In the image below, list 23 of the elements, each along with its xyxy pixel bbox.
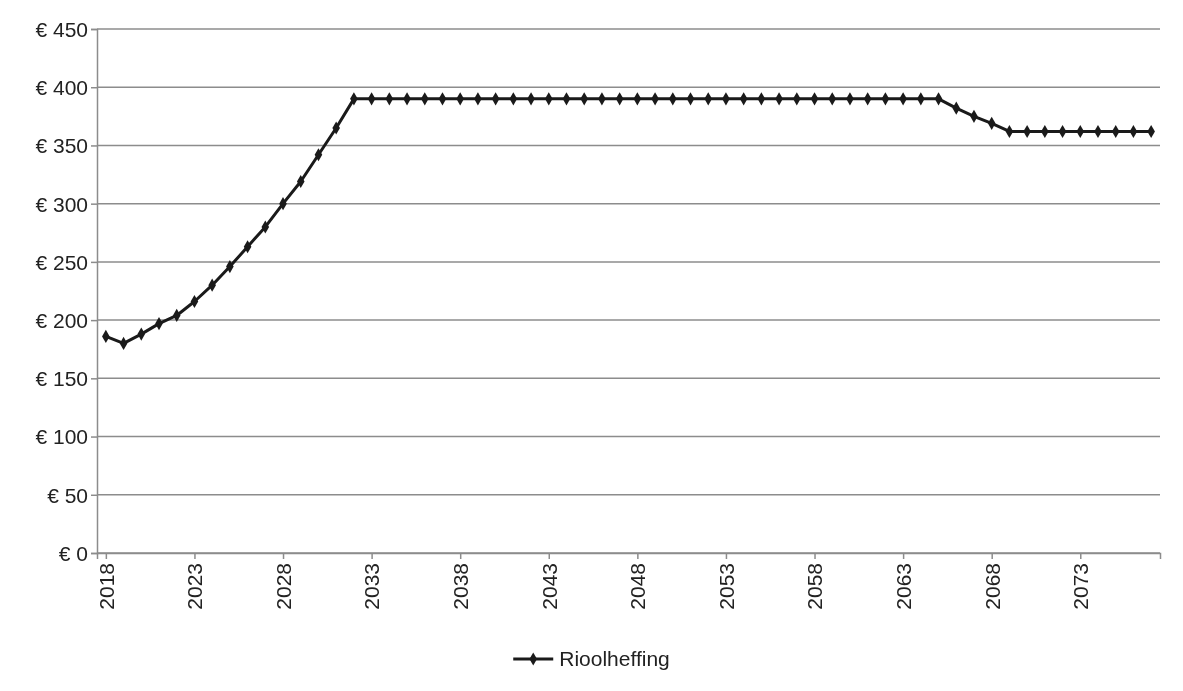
x-tick-label: 2028 bbox=[271, 563, 295, 610]
y-tick-label: € 0 bbox=[58, 541, 88, 565]
y-tick-label: € 450 bbox=[35, 17, 88, 41]
y-tick-label: € 350 bbox=[35, 134, 88, 158]
y-tick-label: € 100 bbox=[35, 425, 88, 449]
x-tick-label: 2043 bbox=[537, 563, 561, 610]
y-tick-label: € 250 bbox=[35, 250, 88, 274]
y-tick-label: € 150 bbox=[35, 367, 88, 391]
y-tick-label: € 400 bbox=[35, 76, 88, 100]
legend-label: Rioolheffing bbox=[559, 647, 670, 671]
x-tick-label: 2018 bbox=[94, 563, 118, 610]
y-tick-label: € 300 bbox=[35, 192, 88, 216]
y-tick-label: € 50 bbox=[47, 483, 88, 507]
y-tick-label: € 200 bbox=[35, 308, 88, 332]
x-tick-label: 2023 bbox=[183, 563, 207, 610]
x-tick-label: 2053 bbox=[714, 563, 738, 610]
x-tick-label: 2033 bbox=[360, 563, 384, 610]
x-tick-label: 2068 bbox=[980, 563, 1004, 610]
x-tick-label: 2073 bbox=[1069, 563, 1093, 610]
x-tick-label: 2048 bbox=[626, 563, 650, 610]
x-tick-label: 2063 bbox=[891, 563, 915, 610]
x-tick-label: 2058 bbox=[803, 563, 827, 610]
x-tick-label: 2038 bbox=[449, 563, 473, 610]
